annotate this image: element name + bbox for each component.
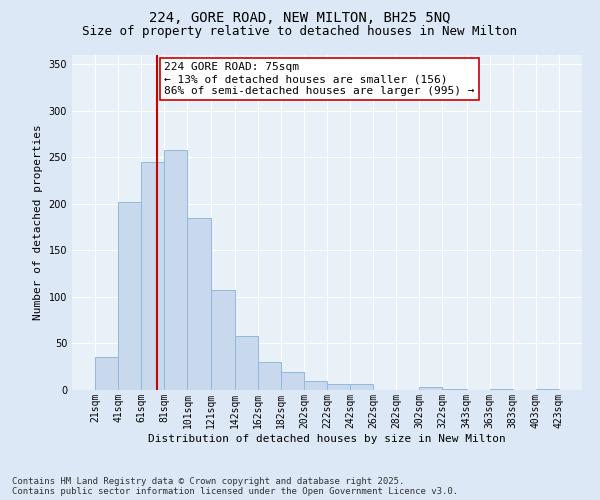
Text: 224 GORE ROAD: 75sqm
← 13% of detached houses are smaller (156)
86% of semi-deta: 224 GORE ROAD: 75sqm ← 13% of detached h… xyxy=(164,62,475,96)
Text: 224, GORE ROAD, NEW MILTON, BH25 5NQ: 224, GORE ROAD, NEW MILTON, BH25 5NQ xyxy=(149,11,451,25)
Y-axis label: Number of detached properties: Number of detached properties xyxy=(33,124,43,320)
Bar xyxy=(419,387,442,390)
Bar xyxy=(281,372,304,390)
Bar xyxy=(258,362,281,390)
Bar xyxy=(490,389,512,390)
Bar xyxy=(95,358,118,390)
Bar xyxy=(187,218,211,390)
Bar xyxy=(350,384,373,390)
Bar xyxy=(164,150,187,390)
X-axis label: Distribution of detached houses by size in New Milton: Distribution of detached houses by size … xyxy=(148,434,506,444)
Bar xyxy=(536,389,559,390)
Bar xyxy=(327,384,350,390)
Bar xyxy=(211,290,235,390)
Text: Size of property relative to detached houses in New Milton: Size of property relative to detached ho… xyxy=(83,25,517,38)
Bar xyxy=(442,389,467,390)
Bar xyxy=(142,162,164,390)
Bar xyxy=(304,380,327,390)
Bar xyxy=(235,336,258,390)
Text: Contains HM Land Registry data © Crown copyright and database right 2025.
Contai: Contains HM Land Registry data © Crown c… xyxy=(12,476,458,496)
Bar xyxy=(118,202,142,390)
